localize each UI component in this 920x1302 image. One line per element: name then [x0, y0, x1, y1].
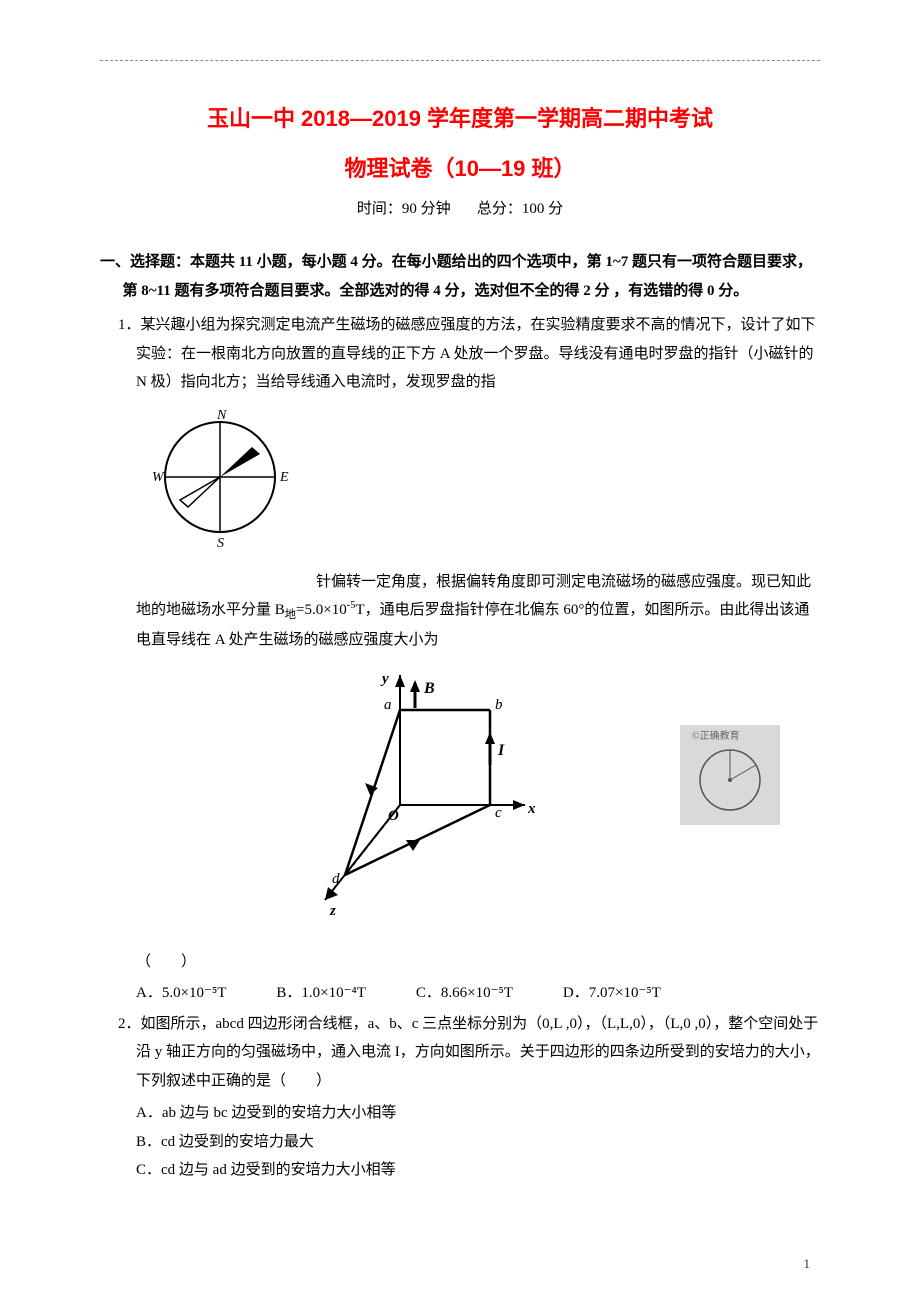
i-arrow-head	[485, 732, 495, 744]
compass-label-e: E	[279, 470, 289, 485]
compass-label-w: W	[152, 470, 165, 485]
q1-body-a: 某兴趣小组为探究测定电流产生磁场的磁感应强度的方法，在实验精度要求不高的情况下，…	[136, 317, 816, 390]
compass-needle-light	[180, 477, 220, 507]
q1-opt-c: C．8.66×10⁻⁵T	[416, 981, 513, 1002]
question-2: 2．如图所示，abcd 四边形闭合线框，a、b、c 三点坐标分别为（0,L ,0…	[100, 1010, 820, 1096]
watermark: ©正确教育	[692, 729, 740, 742]
b-arrow-head	[410, 680, 420, 692]
label-y: y	[380, 671, 389, 687]
question-1: 1．某兴趣小组为探究测定电流产生磁场的磁感应强度的方法，在实验精度要求不高的情况…	[100, 311, 820, 397]
small-svg: ©正确教育	[680, 725, 780, 825]
compass-needle-dark	[220, 447, 260, 477]
q1-text-b: 针偏转一定角度，根据偏转角度即可测定电流磁场的磁感应强度。现已知此地的地磁场水平…	[100, 568, 820, 655]
label-d: d	[332, 871, 340, 887]
time-label: 时间：90 分钟	[357, 201, 451, 217]
q1-opt-b: B．1.0×10⁻⁴T	[276, 981, 366, 1002]
q1-b-sub: 地	[285, 609, 296, 621]
label-a: a	[384, 697, 392, 713]
q2-options: A．ab 边与 bc 边受到的安培力大小相等 B．cd 边受到的安培力最大 C．…	[100, 1099, 820, 1185]
top-rule	[100, 60, 820, 61]
q2-text: 如图所示，abcd 四边形闭合线框，a、b、c 三点坐标分别为（0,L ,0），…	[136, 1016, 820, 1089]
section-1-heading: 一、选择题：本题共 11 小题，每小题 4 分。在每小题给出的四个选项中，第 1…	[100, 248, 820, 305]
label-O: O	[388, 808, 399, 824]
q2-opt-c: C．cd 边与 ad 边受到的安培力大小相等	[136, 1156, 820, 1185]
small-figure: ©正确教育	[680, 725, 780, 830]
x-arrow	[513, 800, 525, 810]
compass-label-s: S	[217, 536, 224, 551]
meta-line: 时间：90 分钟 总分：100 分	[100, 197, 820, 218]
y-arrow	[395, 675, 405, 687]
q1-opt-a: A．5.0×10⁻⁵T	[136, 981, 226, 1002]
q1-paren: （ ）	[100, 950, 820, 971]
axes-svg: y x z a b c d O B I	[300, 665, 560, 925]
title-main: 玉山一中 2018—2019 学年度第一学期高二期中考试	[100, 101, 820, 133]
q2-num: 2．	[118, 1016, 141, 1032]
q2-opt-a: A．ab 边与 bc 边受到的安培力大小相等	[136, 1099, 820, 1128]
figure-row: y x z a b c d O B I ©正确教育	[100, 665, 820, 930]
q2-opt-b: B．cd 边受到的安培力最大	[136, 1128, 820, 1157]
compass-svg: N S W E	[150, 407, 300, 557]
q2-body: 2．如图所示，abcd 四边形闭合线框，a、b、c 三点坐标分别为（0,L ,0…	[100, 1010, 820, 1096]
score-label: 总分：100 分	[477, 201, 563, 217]
q1-text-a: 1．某兴趣小组为探究测定电流产生磁场的磁感应强度的方法，在实验精度要求不高的情况…	[100, 311, 820, 397]
compass-label-n: N	[216, 408, 227, 423]
title-sub: 物理试卷（10—19 班）	[100, 151, 820, 183]
label-z: z	[329, 903, 336, 919]
label-c: c	[495, 805, 502, 821]
q1-options: A．5.0×10⁻⁵T B．1.0×10⁻⁴T C．8.66×10⁻⁵T D．7…	[100, 981, 820, 1002]
label-b: b	[495, 697, 503, 713]
q1-num: 1．	[118, 317, 141, 333]
page-number: 1	[804, 1256, 811, 1272]
q1-body-b2: =5.0×10	[296, 602, 347, 618]
q1-opt-d: D．7.07×10⁻⁵T	[563, 981, 661, 1002]
axes-figure: y x z a b c d O B I	[300, 665, 560, 930]
label-I: I	[497, 742, 505, 759]
compass-figure: N S W E	[150, 407, 820, 562]
label-x: x	[527, 801, 536, 817]
z-arrow	[325, 887, 338, 900]
label-B: B	[423, 680, 435, 697]
